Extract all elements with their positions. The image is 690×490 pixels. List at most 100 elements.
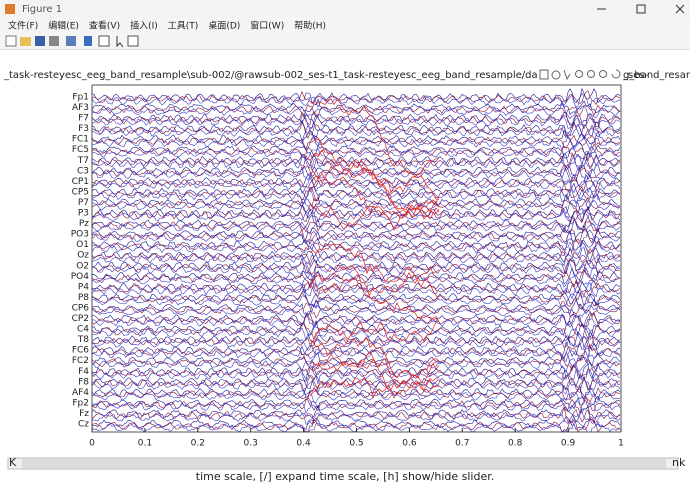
eeg-trace	[92, 253, 621, 267]
x-tick-label: 0.2	[191, 439, 205, 449]
channel-label: Fz	[79, 409, 89, 419]
eeg-trace	[92, 357, 621, 374]
eeg-trace	[92, 166, 620, 185]
print-icon[interactable]	[49, 36, 59, 46]
pan-icon[interactable]	[575, 70, 583, 78]
eeg-trace	[92, 282, 621, 300]
zoom-out-icon[interactable]	[599, 70, 607, 78]
eeg-trace	[92, 134, 621, 152]
eeg-trace	[92, 415, 621, 431]
eeg-trace	[92, 352, 621, 368]
channel-label: Fp1	[72, 93, 89, 103]
artifact-trace	[309, 265, 440, 297]
eeg-trace	[92, 330, 621, 349]
eeg-trace	[92, 178, 621, 192]
toolbar-icons	[5, 35, 139, 48]
channel-label: P3	[78, 209, 89, 219]
eeg-trace	[92, 143, 620, 162]
colorbar-icon[interactable]	[84, 36, 92, 46]
eeg-trace	[92, 343, 621, 360]
menu-item[interactable]: 文件(F)	[8, 20, 38, 32]
brush-icon[interactable]	[551, 70, 561, 80]
datatip-icon[interactable]	[563, 69, 571, 81]
pointer-icon[interactable]	[116, 36, 124, 48]
menu-item[interactable]: 编辑(E)	[48, 20, 79, 32]
channel-label: Pz	[79, 219, 89, 229]
eeg-trace	[92, 104, 621, 119]
x-tick-label: 0.4	[296, 439, 311, 449]
footer-left: K	[9, 456, 17, 469]
eeg-trace	[92, 313, 621, 328]
x-tick-label: 0.6	[402, 439, 417, 449]
link-icon[interactable]	[66, 36, 76, 46]
eeg-trace	[92, 277, 621, 294]
menu-item[interactable]: 桌面(D)	[208, 20, 240, 32]
property-icon[interactable]	[127, 35, 139, 47]
channel-label: AF3	[72, 103, 89, 113]
eeg-trace	[92, 186, 621, 202]
eeg-trace	[92, 90, 621, 106]
eeg-trace	[92, 267, 621, 285]
channel-label: P8	[78, 293, 89, 303]
eeg-trace	[92, 103, 621, 120]
zoom-in-icon[interactable]	[587, 70, 595, 78]
help-text: time scale, [/] expand time scale, [h] s…	[196, 470, 494, 483]
axes-title: _task-resteyesc_eeg_band_resample\sub-00…	[3, 70, 649, 81]
channel-label: CP2	[72, 314, 89, 324]
eeg-trace	[92, 303, 621, 319]
channel-label: C4	[77, 325, 89, 335]
channel-label: F8	[78, 377, 89, 387]
eeg-trace	[92, 256, 621, 275]
new-icon[interactable]	[5, 35, 17, 47]
eeg-trace	[92, 325, 621, 342]
close-button[interactable]	[675, 4, 685, 14]
x-tick-label: 0	[89, 439, 95, 449]
x-tick-label: 0.7	[455, 439, 469, 449]
footer-right: nk	[672, 456, 686, 469]
home-icon[interactable]	[611, 69, 621, 79]
x-tick-label: 0.8	[508, 439, 523, 449]
eeg-trace	[92, 411, 621, 426]
eeg-trace	[92, 204, 621, 223]
channel-label: Cz	[78, 420, 89, 430]
eeg-trace	[92, 153, 621, 171]
artifact-trace	[309, 98, 440, 178]
eeg-trace	[92, 229, 621, 248]
menu-item[interactable]: 帮助(H)	[294, 20, 326, 32]
eeg-trace	[92, 363, 621, 381]
channel-label: F7	[78, 114, 89, 124]
eeg-trace	[92, 130, 621, 148]
title-bar	[0, 0, 690, 18]
artifact-trace	[309, 149, 440, 214]
eeg-trace	[92, 293, 621, 311]
channel-label: F3	[78, 124, 89, 134]
maximize-button[interactable]	[636, 4, 646, 14]
x-tick-label: 0.1	[138, 439, 152, 449]
export-icon[interactable]	[539, 69, 549, 80]
channel-label: PO3	[71, 230, 89, 240]
artifact-trace	[309, 359, 440, 399]
menu-item[interactable]: 插入(I)	[130, 20, 158, 32]
eeg-trace	[92, 335, 621, 350]
eeg-trace	[92, 400, 621, 415]
eeg-trace	[92, 218, 621, 233]
channel-label: P7	[78, 198, 89, 208]
channel-label: Fp2	[72, 398, 89, 408]
channel-label: P4	[78, 282, 89, 292]
open-icon[interactable]	[20, 37, 31, 46]
legend-icon[interactable]	[98, 35, 110, 47]
menu-item[interactable]: 窗口(W)	[250, 20, 284, 32]
eeg-trace	[92, 379, 621, 395]
artifact-trace	[309, 358, 440, 399]
menu-item[interactable]: 工具(T)	[168, 21, 199, 32]
artifact-trace	[309, 242, 440, 300]
menu-item[interactable]: 查看(V)	[89, 20, 120, 32]
axes-toolbar	[537, 68, 623, 82]
save-icon[interactable]	[35, 36, 45, 46]
channel-label: O2	[76, 261, 89, 271]
eeg-trace	[92, 390, 621, 406]
slider-thumb[interactable]	[22, 459, 666, 468]
eeg-trace	[92, 97, 621, 115]
channel-label: C3	[77, 166, 89, 176]
